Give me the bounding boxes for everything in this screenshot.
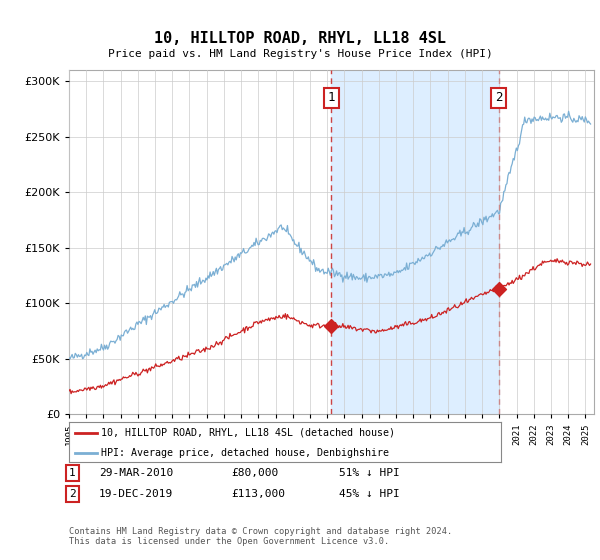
Text: 2: 2 bbox=[495, 91, 503, 104]
Text: 29-MAR-2010: 29-MAR-2010 bbox=[99, 468, 173, 478]
Text: 45% ↓ HPI: 45% ↓ HPI bbox=[339, 489, 400, 499]
Text: HPI: Average price, detached house, Denbighshire: HPI: Average price, detached house, Denb… bbox=[101, 448, 389, 458]
Text: 10, HILLTOP ROAD, RHYL, LL18 4SL: 10, HILLTOP ROAD, RHYL, LL18 4SL bbox=[154, 31, 446, 46]
Text: 2: 2 bbox=[69, 489, 76, 499]
Text: Contains HM Land Registry data © Crown copyright and database right 2024.
This d: Contains HM Land Registry data © Crown c… bbox=[69, 526, 452, 546]
Bar bbox=[331, 70, 499, 414]
Text: Price paid vs. HM Land Registry's House Price Index (HPI): Price paid vs. HM Land Registry's House … bbox=[107, 49, 493, 59]
Text: 19-DEC-2019: 19-DEC-2019 bbox=[99, 489, 173, 499]
Point bbox=[326, 321, 336, 330]
Text: 51% ↓ HPI: 51% ↓ HPI bbox=[339, 468, 400, 478]
Text: 1: 1 bbox=[69, 468, 76, 478]
Text: 10, HILLTOP ROAD, RHYL, LL18 4SL (detached house): 10, HILLTOP ROAD, RHYL, LL18 4SL (detach… bbox=[101, 428, 395, 437]
Point bbox=[494, 284, 503, 293]
Text: £113,000: £113,000 bbox=[231, 489, 285, 499]
Text: 1: 1 bbox=[328, 91, 335, 104]
Text: £80,000: £80,000 bbox=[231, 468, 278, 478]
